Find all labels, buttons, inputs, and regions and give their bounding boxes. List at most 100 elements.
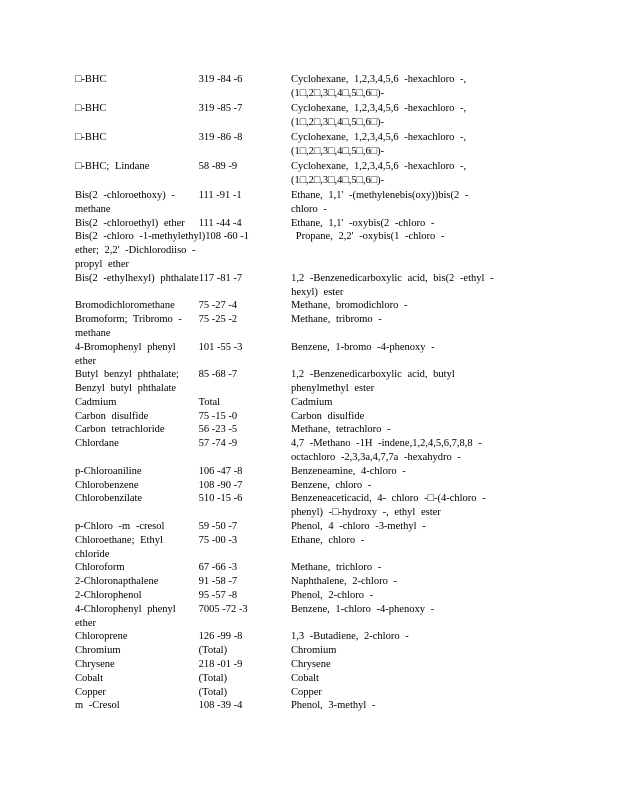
compound-name-line: □-BHC: [75, 74, 107, 85]
table-row: Copper (Total) Copper: [75, 686, 545, 700]
cas-number: 56 -23 -5: [198, 424, 238, 436]
compound-name: Cobalt: [75, 672, 199, 686]
compound-name-line: p-Chloro -m -cresol: [75, 521, 165, 533]
chemical-name: Ethane, 1,1' -oxybis(2 -chloro -: [291, 217, 545, 231]
table-row: Bis(2 -chloroethyl) ether 111 -44 -4 Ethan…: [75, 217, 545, 231]
chemical-name-line: Methane, trichloro -: [290, 562, 382, 574]
compound-name: □-BHC: [75, 73, 199, 101]
table-row: Chloroform 67 -66 -3 Methane, trichloro -: [75, 561, 545, 575]
compound-name-line: Chlorobenzene: [75, 479, 139, 491]
chemical-name-line: 4,7 -Methano -1H -indene,1,2,4,5,6,7,8,8…: [290, 438, 482, 450]
table-row: 2-Chlorophenol 95 -57 -8 Phenol, 2-chloro …: [75, 589, 545, 603]
chemical-name-line: octachloro -2,3,3a,4,7,7a -hexahydro -: [290, 452, 461, 464]
compound-name: p-Chloroaniline: [75, 465, 199, 479]
cas-number: (Total): [198, 672, 228, 684]
chemical-name-line: Copper: [290, 686, 322, 698]
chemical-name: Cyclohexane, 1,2,3,4,5,6 -hexachloro -, (…: [291, 73, 545, 101]
compound-name-line: 4-Bromophenyl phenyl: [75, 341, 176, 353]
compound-name-line: propyl ether: [75, 258, 130, 270]
cas-number: 57 -74 -9: [198, 438, 238, 450]
table-row: 4-Bromophenyl phenyl ether 101 -55 -3 Benze…: [75, 341, 545, 369]
table-row: Chloroethane; Ethyl chloride 75 -00 -3 Etha…: [75, 534, 545, 562]
cas-number: (Total): [198, 686, 228, 698]
cas-number: 58 -89 -9: [198, 160, 238, 172]
table-row: Carbon disulfide 75 -15 -0 Carbon disulfid…: [75, 410, 545, 424]
chemical-name-line: hexyl) ester: [291, 286, 344, 298]
chemical-name-line: Benzeneamine, 4-chloro -: [290, 465, 406, 477]
compound-name: Chlordane: [75, 437, 199, 465]
compound-name-line: Chloroethane; Ethyl: [75, 534, 163, 546]
compound-name: Copper: [75, 686, 199, 700]
compound-name-line: Bis(2 -chloro -1-methylethyl): [75, 231, 206, 243]
compound-name: Bis(2 -chloro -1-methylethyl) ether; 2,2'…: [75, 230, 205, 271]
table-row: Bromodichloromethane 75 -27 -4 Methane, br…: [75, 299, 545, 313]
table-row: □-BHC 319 -84 -6 Cyclohexane, 1,2,3,4,5,6 …: [75, 73, 545, 101]
chemical-name-line: Naphthalene, 2-chloro -: [290, 576, 397, 588]
compound-name-line: Bis(2 -chloroethoxy) -: [75, 189, 175, 201]
chemical-name-line: 1,2 -Benzenedicarboxylic acid, butyl: [290, 369, 455, 381]
chemical-name-line: (1□,2□,3□,4□,5□,6□)-: [290, 145, 385, 157]
table-row: 4-Chlorophenyl phenyl ether 7005 -72 -3 Ben…: [75, 603, 545, 631]
chemical-name-line: Chromium: [290, 645, 337, 657]
chemical-name-line: Methane, tribromo -: [290, 314, 382, 326]
compound-name-line: Butyl benzyl phthalate;: [75, 369, 179, 381]
cas-number: 101 -55 -3: [198, 341, 243, 353]
chemical-name: Cyclohexane, 1,2,3,4,5,6 -hexachloro -, (…: [291, 160, 545, 188]
cas-number: 111 -91 -1: [198, 189, 242, 201]
chemical-name: Copper: [291, 686, 545, 700]
chemical-name: 1,2 -Benzenedicarboxylic acid, bis(2 -et…: [291, 272, 545, 300]
compound-name-line: □-BHC; Lindane: [75, 160, 150, 172]
compound-name-line: 4-Chlorophenyl phenyl: [75, 603, 176, 615]
compound-name-line: p-Chloroaniline: [75, 465, 142, 477]
compound-name: 4-Bromophenyl phenyl ether: [75, 341, 199, 369]
chemical-name: 1,3 -Butadiene, 2-chloro -: [291, 630, 545, 644]
table-row: Butyl benzyl phthalate; Benzyl butyl phth…: [75, 368, 545, 396]
compound-name-line: ether: [75, 617, 96, 629]
table-row: Cadmium Total Cadmium: [75, 396, 545, 410]
table-row: □-BHC 319 -85 -7 Cyclohexane, 1,2,3,4,5,6 …: [75, 102, 545, 130]
chemical-name: Phenol, 3-methyl -: [291, 699, 545, 713]
table-row: Chrysene 218 -01 -9 Chrysene: [75, 658, 545, 672]
chemical-name: 4,7 -Methano -1H -indene,1,2,4,5,6,7,8,8…: [291, 437, 545, 465]
compound-name: 2-Chlorophenol: [75, 589, 199, 603]
compound-name-line: □-BHC: [75, 102, 107, 114]
chemical-name: Chrysene: [291, 658, 545, 672]
cas-number: 91 -58 -7: [198, 576, 238, 588]
chemical-name-line: (1□,2□,3□,4□,5□,6□)-: [290, 87, 385, 99]
compound-name-line: Cadmium: [75, 396, 117, 408]
chemical-name: Chromium: [291, 644, 545, 658]
chemical-name-line: (1□,2□,3□,4□,5□,6□)-: [290, 174, 385, 186]
chemical-name-line: Benzene, 1-chloro -4-phenoxy -: [290, 603, 435, 615]
chemical-name-line: Cyclohexane, 1,2,3,4,5,6 -hexachloro -,: [290, 160, 467, 172]
compound-name: Cadmium: [75, 396, 199, 410]
cas-number: 59 -50 -7: [198, 521, 238, 533]
compound-name: Bis(2 -ethylhexyl) phthalate: [75, 272, 199, 300]
chemical-name-line: Ethane, 1,1' -(methylenebis(oxy))bis(2 -: [290, 189, 469, 201]
chemical-name-line: Benzene, 1-bromo -4-phenoxy -: [290, 341, 435, 353]
chemical-name-line: phenyl) -□-hydroxy -, ethyl ester: [290, 507, 441, 519]
compound-name: Chromium: [75, 644, 199, 658]
cas-number: 75 -27 -4: [198, 300, 238, 312]
compound-name-line: methane: [75, 203, 111, 215]
compound-name: 4-Chlorophenyl phenyl ether: [75, 603, 199, 631]
chemical-name-line: Carbon disulfide: [290, 410, 365, 422]
cas-number: 75 -15 -0: [198, 410, 238, 422]
table-row: Bis(2 -chloro -1-methylethyl) ether; 2,2'…: [75, 230, 545, 271]
compound-name: Chloroform: [75, 561, 199, 575]
table-row: Bis(2 -ethylhexyl) phthalate 117 -81 -7 1,…: [75, 272, 545, 300]
compound-name: Bromodichloromethane: [75, 299, 199, 313]
table-row: p-Chloroaniline 106 -47 -8 Benzeneamine, 4…: [75, 465, 545, 479]
compound-name: Chlorobenzene: [75, 479, 199, 493]
chemical-name: Benzeneamine, 4-chloro -: [291, 465, 545, 479]
compound-name: Carbon tetrachloride: [75, 423, 199, 437]
cas-number: (Total): [198, 645, 228, 657]
cas-number: 75 -00 -3: [198, 534, 238, 546]
compound-name-line: □-BHC: [75, 131, 107, 143]
table-row: Chlorobenzene 108 -90 -7 Benzene, chloro -: [75, 479, 545, 493]
compound-name-line: Benzyl butyl phthalate: [75, 383, 177, 395]
table-row: 2-Chloronapthalene 91 -58 -7 Naphthalene, …: [75, 575, 545, 589]
table-row: □-BHC; Lindane 58 -89 -9 Cyclohexane, 1,2,…: [75, 160, 545, 188]
compound-name-line: 2-Chloronapthalene: [75, 576, 159, 588]
cas-number: 106 -47 -8: [198, 465, 243, 477]
compound-name: Carbon disulfide: [75, 410, 199, 424]
